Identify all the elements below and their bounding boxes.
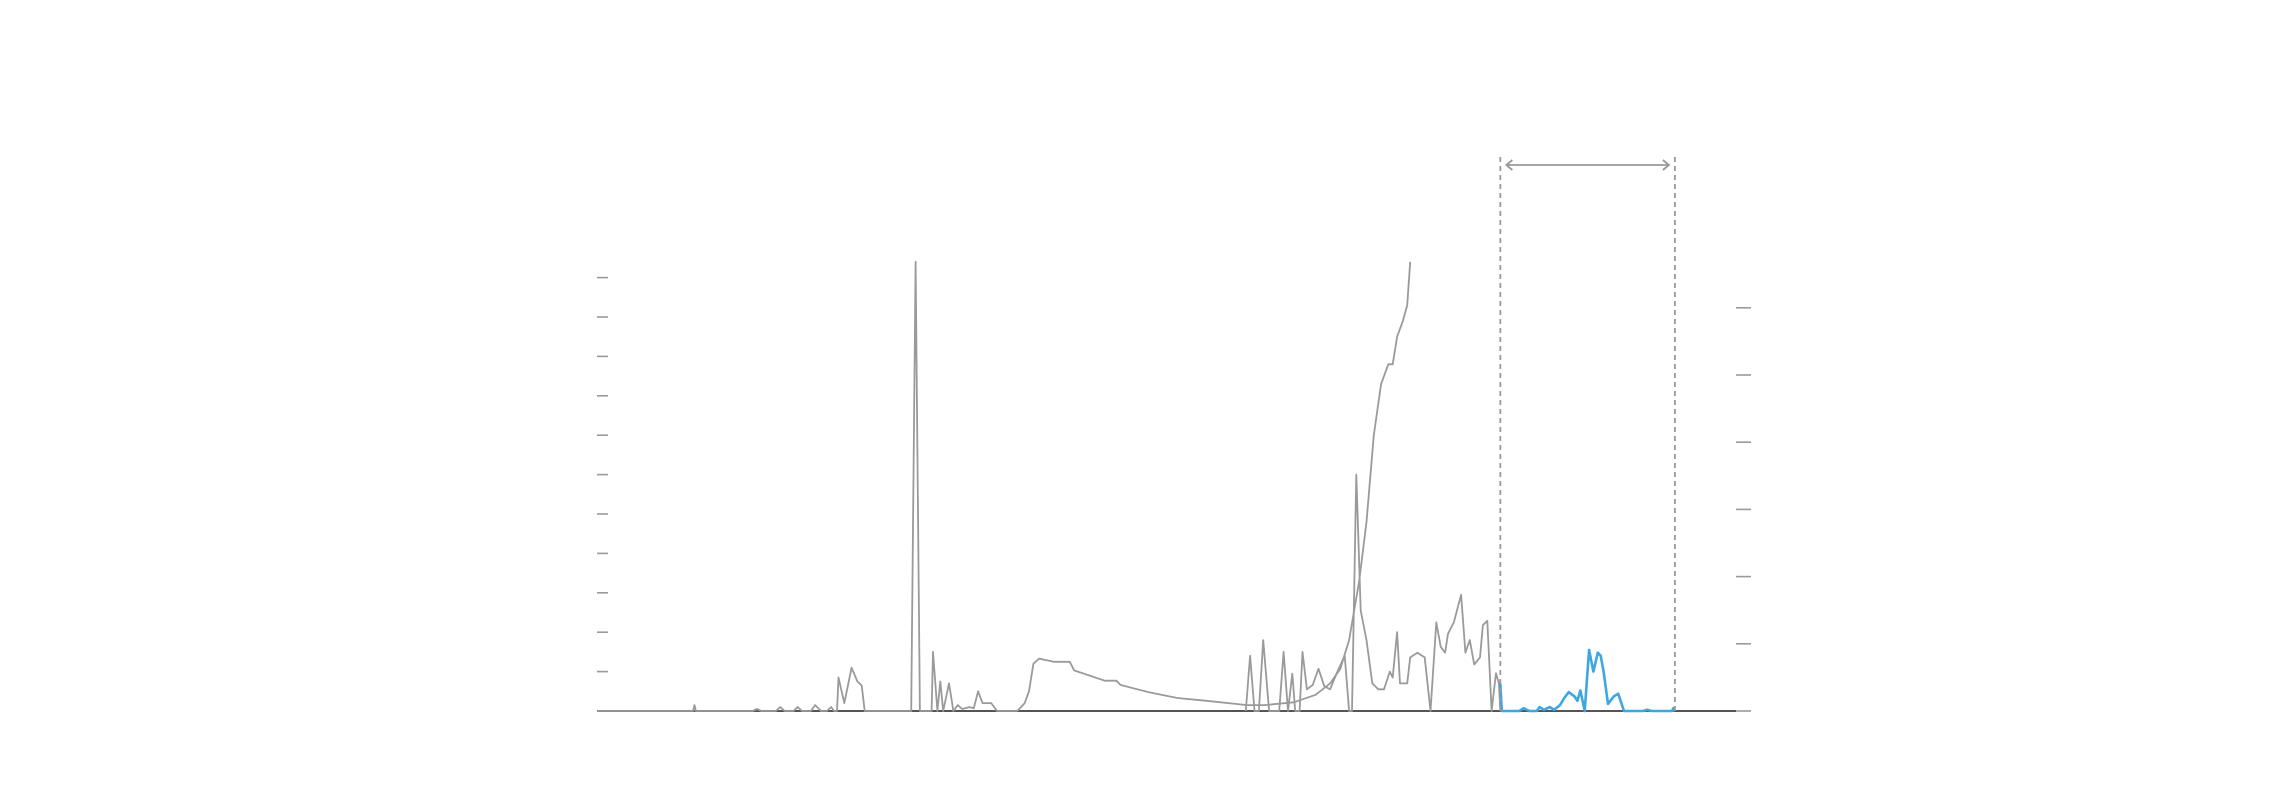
- series-group: [597, 260, 1677, 713]
- series-line: [1244, 473, 1502, 712]
- highlight-series-line: [1499, 648, 1677, 713]
- series-line: [1016, 261, 1412, 712]
- highlight-window: [1499, 157, 1676, 711]
- arrow-left-icon: [1504, 159, 1513, 171]
- series-line: [597, 260, 1018, 712]
- arrow-right-icon: [1662, 159, 1671, 171]
- left-axis-ticks: [597, 276, 608, 712]
- right-axis-ticks: [1736, 306, 1751, 712]
